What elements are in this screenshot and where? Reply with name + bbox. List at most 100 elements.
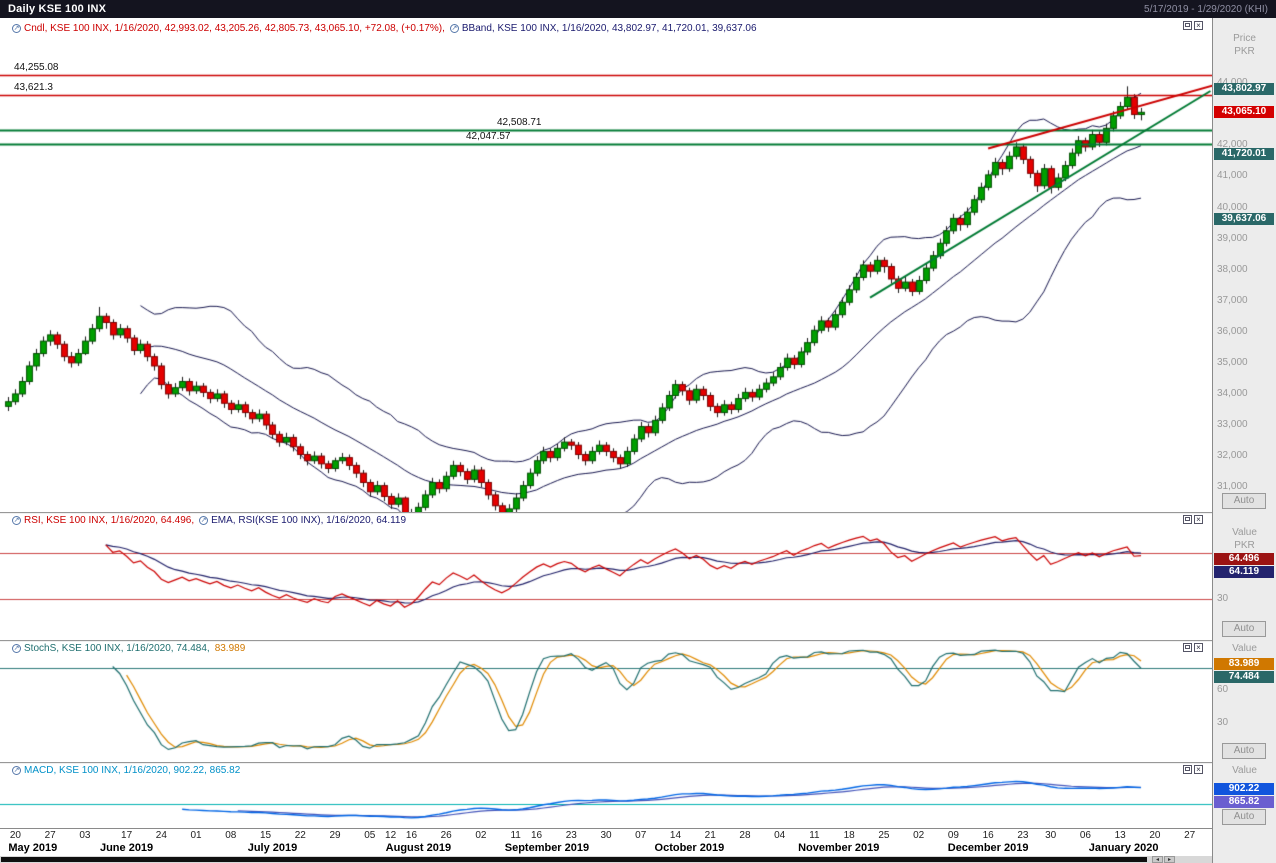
series-icon[interactable]: ↗ <box>12 643 21 653</box>
x-tick-label: 18 <box>843 830 855 841</box>
title-bar: Daily KSE 100 INX 5/17/2019 - 1/29/2020 … <box>0 0 1276 18</box>
x-tick-label: 16 <box>530 830 543 841</box>
x-tick-label: 23 <box>1017 830 1029 841</box>
legend-text: Cndl, KSE 100 INX, 1/16/2020, 42,993.02,… <box>24 23 445 34</box>
series-icon[interactable]: ↗ <box>449 23 459 33</box>
x-tick-label: 05 <box>364 830 376 841</box>
macd-chart-canvas[interactable] <box>0 762 1212 828</box>
axis-tick-label: 60 <box>1217 684 1229 695</box>
series-icon[interactable]: ↗ <box>12 515 21 525</box>
month-label: January 2020 <box>1088 842 1159 854</box>
axis-tick-label: 31,000 <box>1217 481 1248 493</box>
x-tick-label: 30 <box>1045 830 1057 841</box>
series-icon[interactable]: ↗ <box>12 765 21 775</box>
scrollbar-thumb[interactable] <box>1 857 1147 862</box>
x-tick-label: 06 <box>1079 830 1091 841</box>
x-tick-label: 11 <box>510 830 521 841</box>
price-legend: ↗ Cndl, KSE 100 INX, 1/16/2020, 42,993.02… <box>12 23 762 34</box>
x-tick-label: 29 <box>329 830 341 841</box>
axis-tick-label: 33,000 <box>1217 419 1248 430</box>
axis-title: Price PKR <box>1233 33 1256 57</box>
month-label: June 2019 <box>99 842 154 854</box>
macd-panel: ↗ MACD, KSE 100 INX, 1/16/2020, 902.22, 8… <box>0 762 1276 828</box>
x-tick-label: 30 <box>600 830 612 841</box>
x-tick-label: 02 <box>475 830 487 841</box>
month-label: August 2019 <box>385 842 452 854</box>
axis-tick-label: 30 <box>1217 717 1229 728</box>
macd-axis[interactable]: Value Auto 902.22 865.82 <box>1212 762 1276 828</box>
x-tick-label: 01 <box>190 830 202 841</box>
last-value-badge: 43,802.97 <box>1214 83 1274 96</box>
axis-tick-label: 36,000 <box>1217 325 1248 337</box>
legend-text: EMA, RSI(KSE 100 INX), 1/16/2020, 64.119 <box>211 515 407 526</box>
x-tick-label: 04 <box>774 830 786 841</box>
scroll-right-button[interactable]: ▸ <box>1164 856 1175 863</box>
legend-text: StochS, KSE 100 INX, 1/16/2020, 74.484, <box>24 643 210 654</box>
axis-tick-label: 37,000 <box>1217 294 1248 306</box>
panel-maximize-button[interactable] <box>1183 515 1192 524</box>
price-chart-canvas[interactable] <box>0 18 1212 512</box>
panel-close-button[interactable]: × <box>1194 21 1203 30</box>
panel-close-button[interactable]: × <box>1194 643 1203 652</box>
last-value-badge: 64.496 <box>1214 553 1274 566</box>
x-tick-label: 13 <box>1114 830 1126 841</box>
last-value-badge: 902.22 <box>1214 783 1274 796</box>
last-value-badge: 39,637.06 <box>1214 212 1274 225</box>
auto-scale-button[interactable]: Auto <box>1222 621 1266 637</box>
month-label: May 2019 <box>8 842 58 854</box>
x-tick-label: 09 <box>947 830 959 841</box>
x-tick-label: 26 <box>440 830 452 841</box>
panel-maximize-button[interactable] <box>1183 765 1192 774</box>
x-tick-label: 15 <box>259 830 272 841</box>
x-tick-label: 22 <box>294 830 306 841</box>
x-tick-label: 23 <box>565 830 577 841</box>
panel-maximize-button[interactable] <box>1183 643 1192 652</box>
axis-title: Value <box>1232 643 1257 654</box>
auto-scale-button[interactable]: Auto <box>1222 809 1266 825</box>
horizontal-scrollbar[interactable]: ◂ ▸ <box>0 856 1212 863</box>
axis-tick-label: 32,000 <box>1217 450 1248 462</box>
panel-buttons: × <box>1183 643 1203 652</box>
panel-buttons: × <box>1183 21 1203 30</box>
stochastic-axis[interactable]: Value Auto 60 30 83.989 74.484 <box>1212 640 1276 762</box>
x-tick-label: 16 <box>405 830 418 841</box>
x-tick-label: 28 <box>739 830 751 841</box>
legend-text: RSI, KSE 100 INX, 1/16/2020, 64.496, <box>24 515 195 526</box>
x-tick-label: 17 <box>121 830 133 841</box>
last-value-badge: 865.82 <box>1214 796 1274 809</box>
axis-tick-label: 39,000 <box>1217 232 1248 244</box>
legend-text: 83.989 <box>214 643 246 654</box>
series-icon[interactable]: ↗ <box>199 515 209 525</box>
macd-legend: ↗ MACD, KSE 100 INX, 1/16/2020, 902.22, 8… <box>12 765 245 776</box>
panel-close-button[interactable]: × <box>1194 765 1203 774</box>
x-tick-label: 25 <box>878 830 890 841</box>
panel-buttons: × <box>1183 515 1203 524</box>
legend-text: BBand, KSE 100 INX, 1/16/2020, 43,802.97… <box>461 23 757 34</box>
x-tick-label: 20 <box>1149 830 1161 841</box>
rsi-axis[interactable]: Value PKR Auto 30 64.496 64.119 <box>1212 512 1276 640</box>
axis-tick-label: 35,000 <box>1217 356 1248 368</box>
x-tick-label: 11 <box>809 830 820 841</box>
stochastic-panel: ↗ StochS, KSE 100 INX, 1/16/2020, 74.484,… <box>0 640 1276 762</box>
time-axis[interactable]: 20 27 03 17 24 01 08 15 22 29 05 12 16 26 02 11 16 23 30 07… <box>0 828 1212 856</box>
x-tick-label: 24 <box>155 830 167 841</box>
axis-corner <box>1212 828 1276 863</box>
axis-tick-label: 34,000 <box>1217 387 1248 399</box>
x-tick-label: 07 <box>635 830 647 841</box>
last-value-badge: 41,720.01 <box>1214 148 1274 161</box>
rsi-chart-canvas[interactable] <box>0 512 1212 640</box>
axis-tick-label: 40,000 <box>1217 201 1248 213</box>
series-icon[interactable]: ↗ <box>12 23 21 33</box>
panel-close-button[interactable]: × <box>1194 515 1203 524</box>
axis-tick-label: 41,000 <box>1217 170 1248 182</box>
stochastic-chart-canvas[interactable] <box>0 640 1212 762</box>
scroll-left-button[interactable]: ◂ <box>1152 856 1163 863</box>
panel-maximize-button[interactable] <box>1183 21 1192 30</box>
panel-buttons: × <box>1183 765 1203 774</box>
auto-scale-button[interactable]: Auto <box>1222 493 1266 509</box>
month-label: July 2019 <box>247 842 298 854</box>
auto-scale-button[interactable]: Auto <box>1222 743 1266 759</box>
x-tick-label: 14 <box>669 830 682 841</box>
